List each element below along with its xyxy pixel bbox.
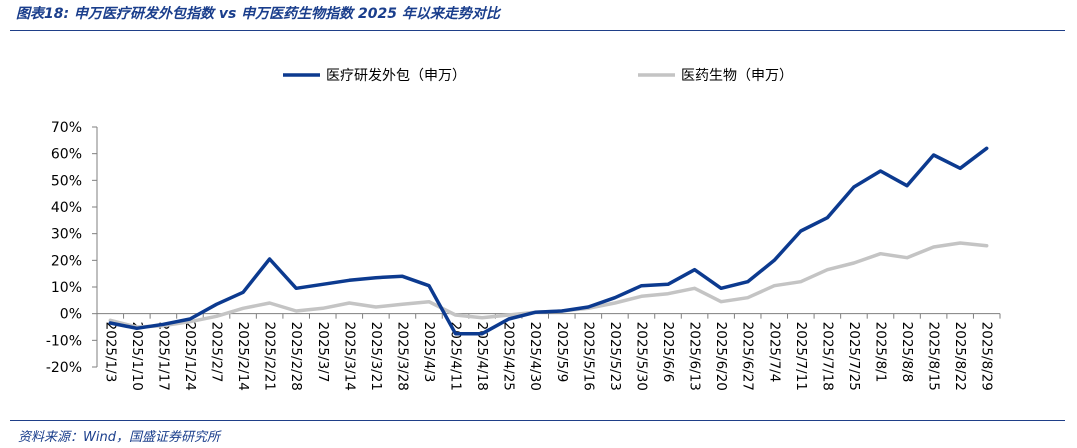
x-tick-label: 2025/1/3 xyxy=(102,322,118,383)
x-tick-label: 2025/4/3 xyxy=(421,322,437,383)
x-tick-label: 2025/3/21 xyxy=(368,322,384,391)
x-tick-label: 2025/4/25 xyxy=(501,322,517,391)
y-tick-label: 70% xyxy=(51,120,82,136)
x-tick-label: 2025/4/11 xyxy=(448,322,464,391)
x-tick-label: 2025/6/6 xyxy=(660,322,676,383)
x-tick-label: 2025/8/8 xyxy=(899,322,915,383)
y-tick-label: 50% xyxy=(51,173,82,189)
y-tick-label: 10% xyxy=(51,280,82,296)
x-tick-label: 2025/6/20 xyxy=(713,322,729,391)
x-tick-label: 2025/2/28 xyxy=(288,322,304,391)
x-tick-label: 2025/8/1 xyxy=(872,322,888,383)
y-tick-label: 0% xyxy=(60,307,82,323)
x-tick-label: 2025/2/7 xyxy=(209,322,225,383)
x-tick-label: 2025/8/15 xyxy=(926,322,942,391)
x-tick-label: 2025/8/22 xyxy=(952,322,968,391)
x-tick-label: 2025/5/23 xyxy=(607,322,623,391)
x-tick-label: 2025/1/24 xyxy=(182,322,198,391)
x-tick-label: 2025/8/29 xyxy=(979,322,995,391)
x-tick-label: 2025/5/9 xyxy=(554,322,570,383)
x-tick-label: 2025/6/27 xyxy=(740,322,756,391)
x-tick-label: 2025/1/10 xyxy=(129,322,145,391)
footer-divider xyxy=(10,420,1065,421)
x-tick-label: 2025/2/14 xyxy=(235,322,251,391)
x-tick-label: 2025/6/13 xyxy=(687,322,703,391)
x-tick-label: 2025/4/30 xyxy=(527,322,543,391)
x-tick-label: 2025/7/4 xyxy=(766,322,782,383)
x-tick-label: 2025/7/18 xyxy=(819,322,835,391)
y-tick-label: 20% xyxy=(51,253,82,269)
x-tick-label: 2025/2/21 xyxy=(262,322,278,391)
y-tick-label: 30% xyxy=(51,227,82,243)
x-tick-label: 2025/3/14 xyxy=(341,322,357,391)
y-tick-label: 40% xyxy=(51,200,82,216)
x-tick-label: 2025/1/17 xyxy=(155,322,171,391)
x-tick-label: 2025/5/16 xyxy=(580,322,596,391)
line-chart: -20% -10% 0% 10% 20% 30% 40% 50% 60% 70% 2025/1/3 2… xyxy=(46,68,1001,391)
x-tick-label: 2025/3/28 xyxy=(394,322,410,391)
x-tick-label: 2025/7/25 xyxy=(846,322,862,391)
figure-title: 图表18: 申万医疗研发外包指数 vs 申万医药生物指数 2025 年以来走势对… xyxy=(16,6,500,22)
y-tick-label: 60% xyxy=(51,147,82,163)
y-tick-label: -20% xyxy=(46,360,82,376)
x-tick-label: 2025/4/18 xyxy=(474,322,490,391)
y-tick-label: -10% xyxy=(46,333,82,349)
source-note: 资料来源：Wind，国盛证券研究所 xyxy=(18,430,220,445)
legend-item-cro-label: 医疗研发外包（申万） xyxy=(326,68,466,84)
title-divider xyxy=(10,30,1065,31)
x-tick-label: 2025/3/7 xyxy=(315,322,331,383)
x-tick-label: 2025/5/30 xyxy=(633,322,649,391)
series-line-cro xyxy=(108,146,989,336)
x-tick-label: 2025/7/11 xyxy=(793,322,809,391)
legend-item-pharma-label: 医药生物（申万） xyxy=(681,68,793,84)
